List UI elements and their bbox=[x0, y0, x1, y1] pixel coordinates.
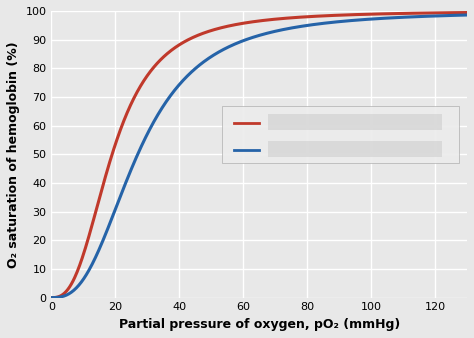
X-axis label: Partial pressure of oxygen, pO₂ (mmHg): Partial pressure of oxygen, pO₂ (mmHg) bbox=[118, 318, 400, 331]
FancyBboxPatch shape bbox=[267, 141, 442, 157]
FancyBboxPatch shape bbox=[267, 114, 442, 130]
Y-axis label: O₂ saturation of hemoglobin (%): O₂ saturation of hemoglobin (%) bbox=[7, 41, 20, 268]
FancyBboxPatch shape bbox=[222, 105, 459, 163]
